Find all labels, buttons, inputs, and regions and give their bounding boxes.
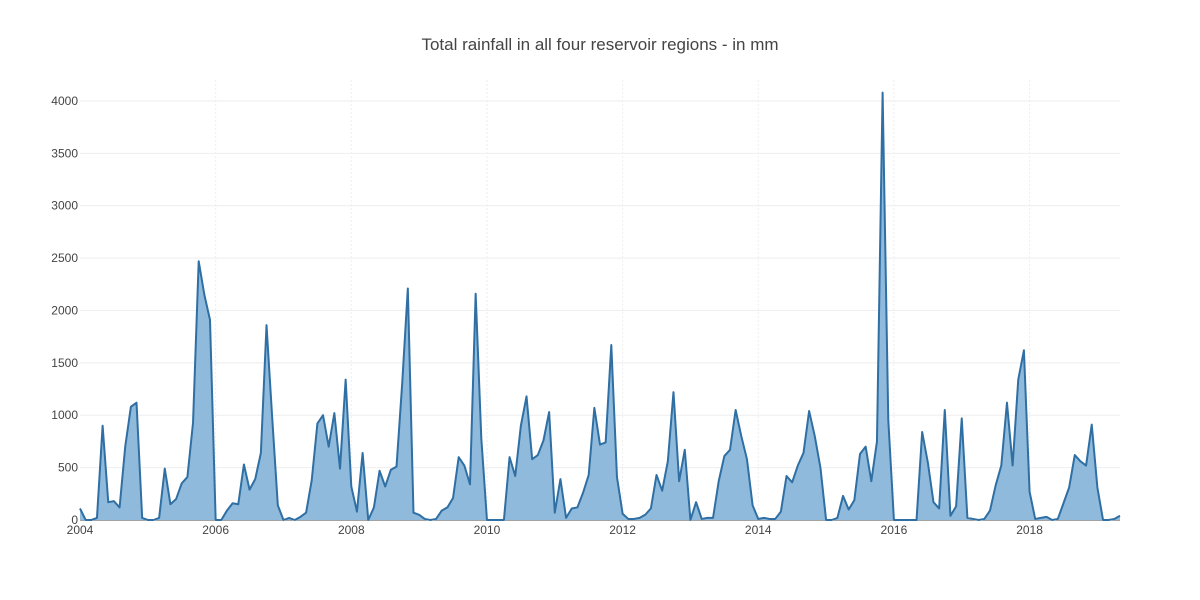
y-tick-label: 0 [71, 513, 78, 527]
y-tick-label: 4000 [51, 94, 78, 108]
x-tick-label: 2006 [202, 523, 229, 537]
y-tick-label: 1000 [51, 408, 78, 422]
chart-title: Total rainfall in all four reservoir reg… [421, 35, 778, 54]
x-tick-label: 2004 [67, 523, 94, 537]
x-tick-label: 2010 [474, 523, 501, 537]
rainfall-area-fill [80, 92, 1120, 520]
y-tick-label: 1500 [51, 356, 78, 370]
x-tick-label: 2018 [1016, 523, 1043, 537]
y-tick-label: 2000 [51, 303, 78, 317]
tick-layer: 0 500 1000 1500 2000 2500 3000 3500 4000 2004 2006… [51, 94, 1043, 537]
y-tick-label: 500 [58, 461, 78, 475]
x-tick-label: 2016 [881, 523, 908, 537]
y-tick-label: 3500 [51, 146, 78, 160]
x-tick-label: 2008 [338, 523, 365, 537]
y-tick-label: 2500 [51, 251, 78, 265]
y-tick-label: 3000 [51, 199, 78, 213]
area-layer [79, 91, 1121, 521]
rainfall-series-line [79, 91, 1121, 521]
x-tick-label: 2012 [609, 523, 636, 537]
x-tick-label: 2014 [745, 523, 772, 537]
